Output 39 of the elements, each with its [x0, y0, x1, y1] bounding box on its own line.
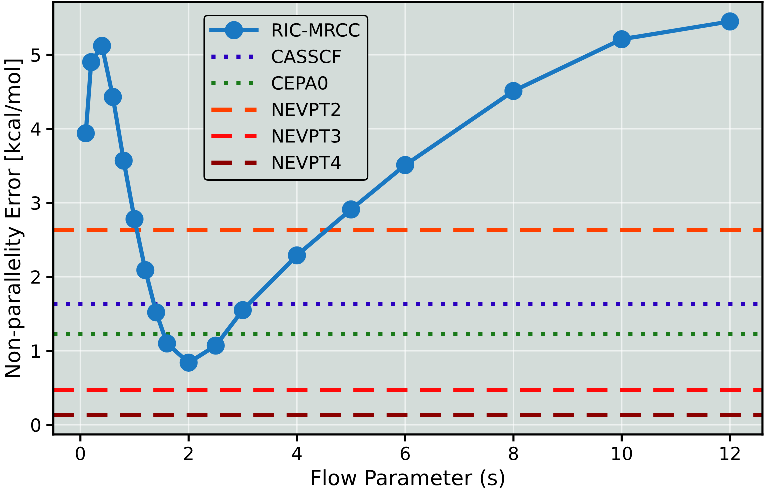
point — [82, 53, 100, 72]
point — [147, 304, 166, 322]
x-tick-label: 0 — [76, 446, 86, 460]
legend-label: RIC-MRCC — [272, 23, 360, 38]
y-tick-label: 0 — [31, 418, 41, 432]
point — [104, 88, 122, 106]
point — [180, 354, 198, 372]
point — [126, 210, 144, 228]
point — [114, 152, 133, 170]
point — [206, 336, 225, 355]
legend-label: CASSCF — [272, 50, 342, 64]
x-tick-label: 2 — [184, 446, 193, 460]
x-tick-label: 12 — [720, 446, 740, 460]
legend-label: CEPA0 — [272, 76, 328, 90]
point — [721, 12, 740, 31]
y-tick-label: 1 — [32, 344, 40, 358]
y-axis-title: Non-parallelity Error [kcal/mol] — [4, 60, 25, 378]
point — [342, 200, 360, 219]
legend-label: NEVPT2 — [272, 102, 340, 116]
y-tick-label: 2 — [32, 270, 40, 284]
y-tick-label: 5 — [32, 48, 40, 62]
x-tick-label: 4 — [292, 447, 302, 460]
y-tick-label: 3 — [32, 196, 40, 210]
point — [504, 82, 523, 100]
point — [234, 301, 252, 320]
legend-label: NEVPT3 — [272, 129, 340, 144]
x-tick-label: 6 — [400, 446, 410, 460]
point — [288, 246, 306, 265]
point — [396, 156, 414, 174]
point — [77, 124, 96, 143]
point — [93, 37, 112, 56]
point — [158, 334, 176, 353]
point — [136, 261, 155, 280]
point — [612, 30, 631, 49]
x-axis-title: Flow Parameter (s) — [312, 470, 504, 488]
legend-label: NEVPT4 — [272, 156, 341, 170]
y-tick-label: 4 — [31, 122, 41, 136]
x-tick-label: 10 — [612, 446, 632, 460]
x-tick-label: 8 — [509, 446, 518, 460]
